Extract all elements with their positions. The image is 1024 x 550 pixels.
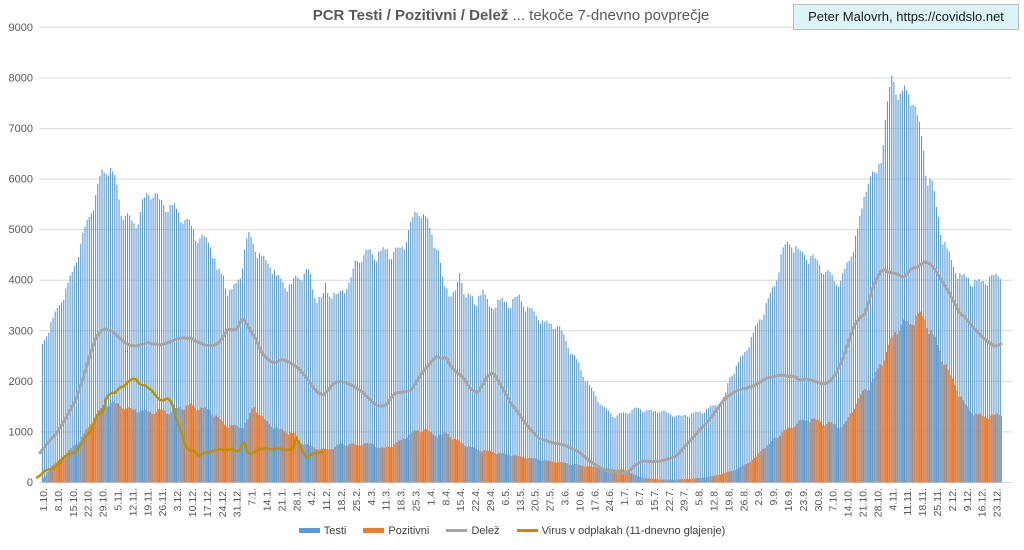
svg-text:24.12.: 24.12.	[217, 488, 229, 517]
svg-text:21.1.: 21.1.	[276, 488, 288, 511]
svg-text:18.3.: 18.3.	[396, 488, 408, 511]
svg-text:17.12.: 17.12.	[202, 488, 214, 517]
svg-text:21.10.: 21.10.	[858, 488, 870, 517]
svg-text:7000: 7000	[9, 123, 33, 135]
svg-text:1.4.: 1.4.	[425, 488, 437, 506]
svg-text:2.9.: 2.9.	[753, 488, 765, 506]
svg-text:31.12.: 31.12.	[232, 488, 244, 517]
svg-text:25.2.: 25.2.	[351, 488, 363, 511]
svg-text:0: 0	[27, 477, 33, 489]
svg-text:12.8.: 12.8.	[709, 488, 721, 511]
svg-text:15.7.: 15.7.	[649, 488, 661, 511]
svg-text:24.6.: 24.6.	[604, 488, 616, 511]
svg-text:20.5.: 20.5.	[530, 488, 542, 511]
svg-text:29.10.: 29.10.	[98, 488, 110, 517]
svg-text:28.10.: 28.10.	[872, 488, 884, 517]
svg-text:13.5.: 13.5.	[515, 488, 527, 511]
svg-text:5000: 5000	[9, 224, 33, 236]
svg-text:19.11.: 19.11.	[142, 488, 154, 516]
svg-text:8.10.: 8.10.	[53, 488, 65, 511]
svg-text:11.11.: 11.11.	[902, 488, 914, 516]
svg-text:18.2.: 18.2.	[336, 488, 348, 511]
svg-text:5.11.: 5.11.	[113, 488, 125, 511]
svg-text:4.3.: 4.3.	[366, 488, 378, 506]
svg-text:14.1.: 14.1.	[262, 488, 274, 511]
svg-text:22.4.: 22.4.	[470, 488, 482, 511]
svg-text:27.5.: 27.5.	[545, 488, 557, 511]
svg-text:26.8.: 26.8.	[738, 488, 750, 511]
svg-text:25.3.: 25.3.	[411, 488, 423, 511]
svg-text:9.9.: 9.9.	[768, 488, 780, 506]
svg-text:8.4.: 8.4.	[440, 488, 452, 506]
svg-text:1.7.: 1.7.	[619, 488, 631, 506]
svg-text:29.7.: 29.7.	[679, 488, 691, 511]
svg-text:7.10.: 7.10.	[828, 488, 840, 511]
svg-text:28.1.: 28.1.	[291, 488, 303, 511]
svg-text:22.10.: 22.10.	[83, 488, 95, 517]
svg-text:4000: 4000	[9, 275, 33, 287]
svg-text:10.6.: 10.6.	[574, 488, 586, 511]
svg-text:5.8.: 5.8.	[694, 488, 706, 506]
svg-text:9.12.: 9.12.	[962, 488, 974, 511]
svg-text:10.12.: 10.12.	[187, 488, 199, 517]
svg-text:1.10.: 1.10.	[38, 488, 50, 511]
svg-text:11.3.: 11.3.	[381, 488, 393, 511]
svg-text:23.12.: 23.12.	[992, 488, 1004, 517]
svg-text:26.11.: 26.11.	[157, 488, 169, 516]
svg-text:29.4.: 29.4.	[485, 488, 497, 511]
svg-text:3.12.: 3.12.	[172, 488, 184, 511]
svg-text:9000: 9000	[9, 22, 33, 34]
svg-text:4.2.: 4.2.	[306, 488, 318, 506]
svg-text:3000: 3000	[9, 325, 33, 337]
svg-text:4.11.: 4.11.	[887, 488, 899, 511]
svg-text:15.10.: 15.10.	[68, 488, 80, 517]
svg-text:16.9.: 16.9.	[783, 488, 795, 511]
svg-text:3.6.: 3.6.	[560, 488, 572, 506]
svg-text:6000: 6000	[9, 174, 33, 186]
svg-text:19.8.: 19.8.	[723, 488, 735, 511]
svg-text:14.10.: 14.10.	[843, 488, 855, 517]
svg-text:15.4.: 15.4.	[455, 488, 467, 511]
svg-text:18.11.: 18.11.	[917, 488, 929, 516]
svg-text:17.6.: 17.6.	[589, 488, 601, 511]
svg-text:23.9.: 23.9.	[798, 488, 810, 511]
svg-text:16.12.: 16.12.	[977, 488, 989, 517]
svg-text:12.11.: 12.11.	[127, 488, 139, 516]
svg-text:30.9.: 30.9.	[813, 488, 825, 511]
svg-text:1000: 1000	[9, 426, 33, 438]
svg-text:2.12.: 2.12.	[947, 488, 959, 511]
svg-text:11.2.: 11.2.	[321, 488, 333, 511]
svg-text:7.1.: 7.1.	[247, 488, 259, 506]
svg-text:8.7.: 8.7.	[634, 488, 646, 506]
svg-text:25.11.: 25.11.	[932, 488, 944, 516]
svg-text:8000: 8000	[9, 72, 33, 84]
svg-text:2000: 2000	[9, 376, 33, 388]
svg-text:22.7.: 22.7.	[664, 488, 676, 511]
svg-text:6.5.: 6.5.	[500, 488, 512, 506]
